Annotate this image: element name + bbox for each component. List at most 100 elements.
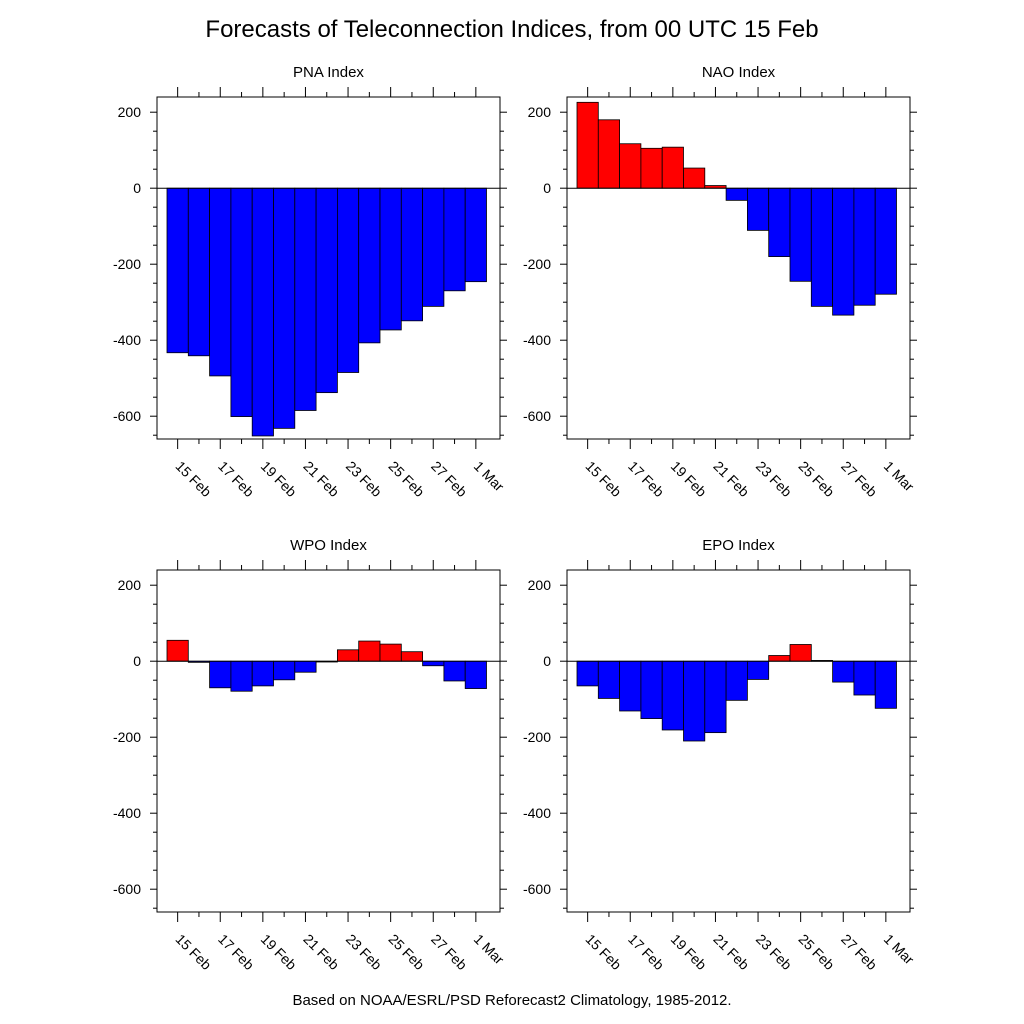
y-tick-label: -200 [523, 256, 551, 272]
bar [683, 167, 706, 189]
bar [209, 187, 232, 377]
bar [853, 187, 876, 306]
x-tick-label: 27 Feb [838, 931, 880, 973]
bar [725, 187, 748, 201]
x-tick-label: 23 Feb [343, 458, 385, 500]
plot-frame [566, 569, 911, 913]
x-tick-label: 17 Feb [215, 458, 257, 500]
x-tick-label: 21 Feb [710, 931, 752, 973]
bar [422, 187, 445, 307]
bar [597, 119, 620, 189]
bar [619, 660, 642, 712]
bar [422, 660, 445, 667]
bar [464, 660, 487, 689]
bar [683, 660, 706, 742]
bar [810, 187, 833, 307]
bar [747, 187, 770, 231]
x-tick-label: 23 Feb [343, 931, 385, 973]
bar [789, 644, 812, 662]
y-tick-label: 200 [528, 104, 552, 120]
x-tick-label: 21 Feb [710, 458, 752, 500]
y-tick-label: 0 [543, 180, 551, 196]
bar [358, 187, 381, 344]
bar [294, 660, 317, 673]
y-tick-label: 200 [118, 577, 142, 593]
x-tick-label: 25 Feb [386, 458, 428, 500]
x-tick-label: 23 Feb [753, 458, 795, 500]
x-tick-label: 1 Mar [471, 931, 508, 968]
panel-title: WPO Index [290, 537, 367, 554]
bar [597, 660, 620, 699]
bar [640, 660, 663, 719]
y-tick-label: 0 [543, 653, 551, 669]
bar [443, 660, 466, 682]
x-tick-label: 15 Feb [173, 458, 215, 500]
bar [315, 187, 338, 394]
plot-frame [566, 96, 911, 440]
bar [209, 660, 232, 689]
y-tick-label: -200 [113, 256, 141, 272]
y-tick-label: 0 [133, 653, 141, 669]
bar [619, 143, 642, 189]
bar [251, 660, 274, 687]
x-tick-label: 17 Feb [625, 931, 667, 973]
y-tick-label: 200 [118, 104, 142, 120]
panel-title: EPO Index [702, 537, 775, 554]
bar [230, 187, 253, 417]
bar [661, 660, 684, 731]
x-tick-label: 17 Feb [215, 931, 257, 973]
y-tick-label: -600 [523, 408, 551, 424]
bar [874, 660, 897, 709]
bar [273, 187, 296, 429]
bar [379, 643, 402, 662]
bar [704, 660, 727, 734]
bar [747, 660, 770, 680]
x-tick-label: 1 Mar [471, 458, 508, 495]
bar [768, 655, 791, 662]
bar [640, 147, 663, 189]
x-tick-label: 1 Mar [881, 458, 918, 495]
bar [832, 660, 855, 683]
bar [443, 187, 466, 292]
bar [400, 187, 423, 322]
bar [576, 660, 599, 687]
x-tick-label: 19 Feb [258, 458, 300, 500]
panel-title: PNA Index [293, 64, 364, 81]
x-tick-label: 15 Feb [583, 931, 625, 973]
plot-frame [156, 96, 501, 440]
footer-note: Based on NOAA/ESRL/PSD Reforecast2 Clima… [292, 992, 732, 1009]
bar [294, 187, 317, 411]
bar [166, 187, 189, 354]
bar [832, 187, 855, 316]
x-tick-label: 1 Mar [881, 931, 918, 968]
panel-title: NAO Index [702, 64, 776, 81]
y-tick-label: -600 [113, 408, 141, 424]
bar [187, 187, 211, 357]
bar [464, 187, 487, 283]
bar [661, 146, 684, 189]
bar [336, 187, 360, 373]
bar [379, 187, 402, 331]
y-tick-label: -400 [523, 805, 551, 821]
bar [273, 660, 296, 681]
bar [576, 101, 599, 189]
x-tick-label: 19 Feb [258, 931, 300, 973]
x-tick-label: 19 Feb [668, 931, 710, 973]
plot-frame [156, 569, 501, 913]
bar [230, 660, 253, 692]
x-tick-label: 25 Feb [386, 931, 428, 973]
y-tick-label: -200 [523, 729, 551, 745]
bar [853, 660, 876, 696]
y-tick-label: -400 [113, 805, 141, 821]
y-tick-label: -200 [113, 729, 141, 745]
x-tick-label: 15 Feb [173, 931, 215, 973]
bar [400, 651, 423, 662]
x-tick-label: 27 Feb [428, 931, 470, 973]
main-title: Forecasts of Teleconnection Indices, fro… [205, 16, 819, 43]
x-tick-label: 25 Feb [796, 931, 838, 973]
x-tick-label: 17 Feb [625, 458, 667, 500]
bar [874, 187, 897, 295]
x-tick-label: 25 Feb [796, 458, 838, 500]
x-tick-label: 19 Feb [668, 458, 710, 500]
